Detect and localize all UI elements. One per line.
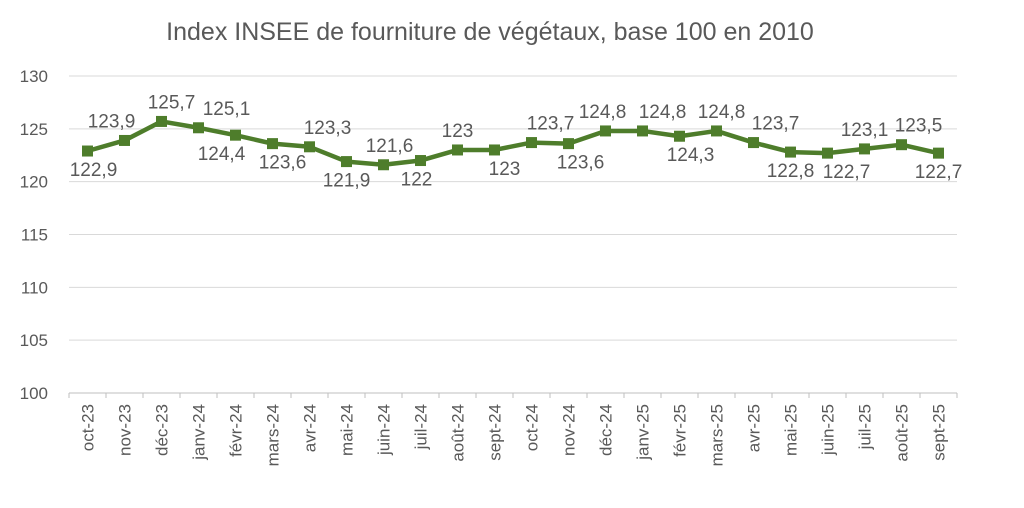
data-point-marker: [822, 147, 833, 159]
data-point-marker: [674, 130, 685, 142]
data-point-marker: [859, 143, 870, 155]
x-axis-label: avr-25: [745, 404, 764, 452]
data-point-label: 125,1: [203, 99, 251, 120]
data-point-marker: [230, 129, 241, 141]
x-axis-label: oct-23: [79, 404, 98, 451]
x-axis-label: juil-24: [412, 404, 431, 450]
data-point-label: 122,9: [70, 160, 118, 181]
x-axis-label: déc-24: [597, 404, 616, 456]
data-point-marker: [637, 125, 648, 137]
data-point-label: 121,9: [323, 171, 371, 192]
chart-title: Index INSEE de fourniture de végétaux, b…: [166, 18, 814, 46]
data-point-marker: [748, 137, 759, 149]
data-point-marker: [563, 138, 574, 150]
data-point-marker: [785, 146, 796, 158]
x-axis-label: août-25: [893, 404, 912, 462]
data-point-label: 121,6: [366, 136, 414, 157]
data-point-label: 124,8: [579, 102, 627, 123]
x-axis-label: févr-24: [227, 404, 246, 457]
data-point-marker: [82, 145, 93, 157]
data-point-label: 124,8: [639, 102, 687, 123]
x-axis-label: déc-23: [153, 404, 172, 456]
x-axis-label: juil-25: [856, 404, 875, 450]
data-point-marker: [267, 138, 278, 150]
data-point-label: 123,5: [895, 116, 943, 137]
x-axis-label: janv-25: [634, 404, 653, 461]
y-axis-label: 125: [20, 120, 48, 139]
data-point-label: 124,4: [198, 144, 246, 165]
data-point-label: 123: [489, 159, 521, 180]
x-axis-label: nov-23: [116, 404, 135, 456]
data-point-label: 122,7: [915, 162, 963, 183]
x-axis-label: mai-25: [782, 404, 801, 456]
data-point-label: 123,7: [752, 114, 800, 135]
x-axis-label: nov-24: [560, 404, 579, 456]
data-point-label: 124,8: [698, 102, 746, 123]
data-point-label: 123,6: [259, 153, 307, 174]
data-point-marker: [304, 141, 315, 153]
data-point-marker: [341, 156, 352, 168]
y-axis-label: 115: [21, 226, 48, 245]
data-point-label: 123,7: [527, 114, 575, 135]
x-axis-label: mars-25: [708, 404, 727, 466]
y-axis-label: 110: [21, 278, 48, 297]
data-point-marker: [193, 122, 204, 134]
x-axis-label: mars-24: [264, 404, 283, 466]
y-axis-label: 130: [20, 67, 48, 86]
y-axis-label: 100: [20, 384, 48, 403]
x-axis-label: févr-25: [671, 404, 690, 457]
x-axis-label: mai-24: [338, 404, 357, 456]
data-point-marker: [933, 147, 944, 159]
data-point-label: 123,9: [88, 111, 136, 132]
data-point-marker: [452, 144, 463, 156]
data-point-label: 123,6: [557, 153, 605, 174]
data-point-marker: [489, 144, 500, 156]
data-point-marker: [896, 139, 907, 151]
data-point-marker: [526, 137, 537, 149]
data-point-label: 122,8: [767, 161, 815, 182]
data-point-marker: [156, 115, 167, 127]
data-point-label: 123,1: [841, 120, 889, 141]
x-axis-label: juin-25: [819, 404, 838, 456]
data-point-label: 122,7: [823, 162, 871, 183]
data-point-label: 122: [401, 170, 433, 191]
data-point-label: 123,3: [304, 118, 352, 139]
x-axis-label: août-24: [449, 404, 468, 462]
x-axis-label: sept-25: [930, 404, 949, 461]
data-point-marker: [415, 155, 426, 167]
data-point-marker: [600, 125, 611, 137]
data-point-marker: [711, 125, 722, 137]
y-axis-label: 120: [20, 173, 48, 192]
data-point-marker: [119, 134, 130, 146]
y-axis-label: 105: [20, 331, 48, 350]
x-axis-label: sept-24: [486, 404, 505, 461]
x-axis-label: janv-24: [190, 404, 209, 461]
data-point-marker: [378, 159, 389, 171]
data-point-label: 123: [442, 121, 474, 142]
series-line: [85, 119, 941, 168]
data-point-label: 124,3: [667, 145, 715, 166]
data-point-label: 125,7: [148, 92, 196, 113]
x-axis-label: avr-24: [301, 404, 320, 452]
x-axis-label: oct-24: [523, 404, 542, 451]
x-axis-label: juin-24: [375, 404, 394, 456]
